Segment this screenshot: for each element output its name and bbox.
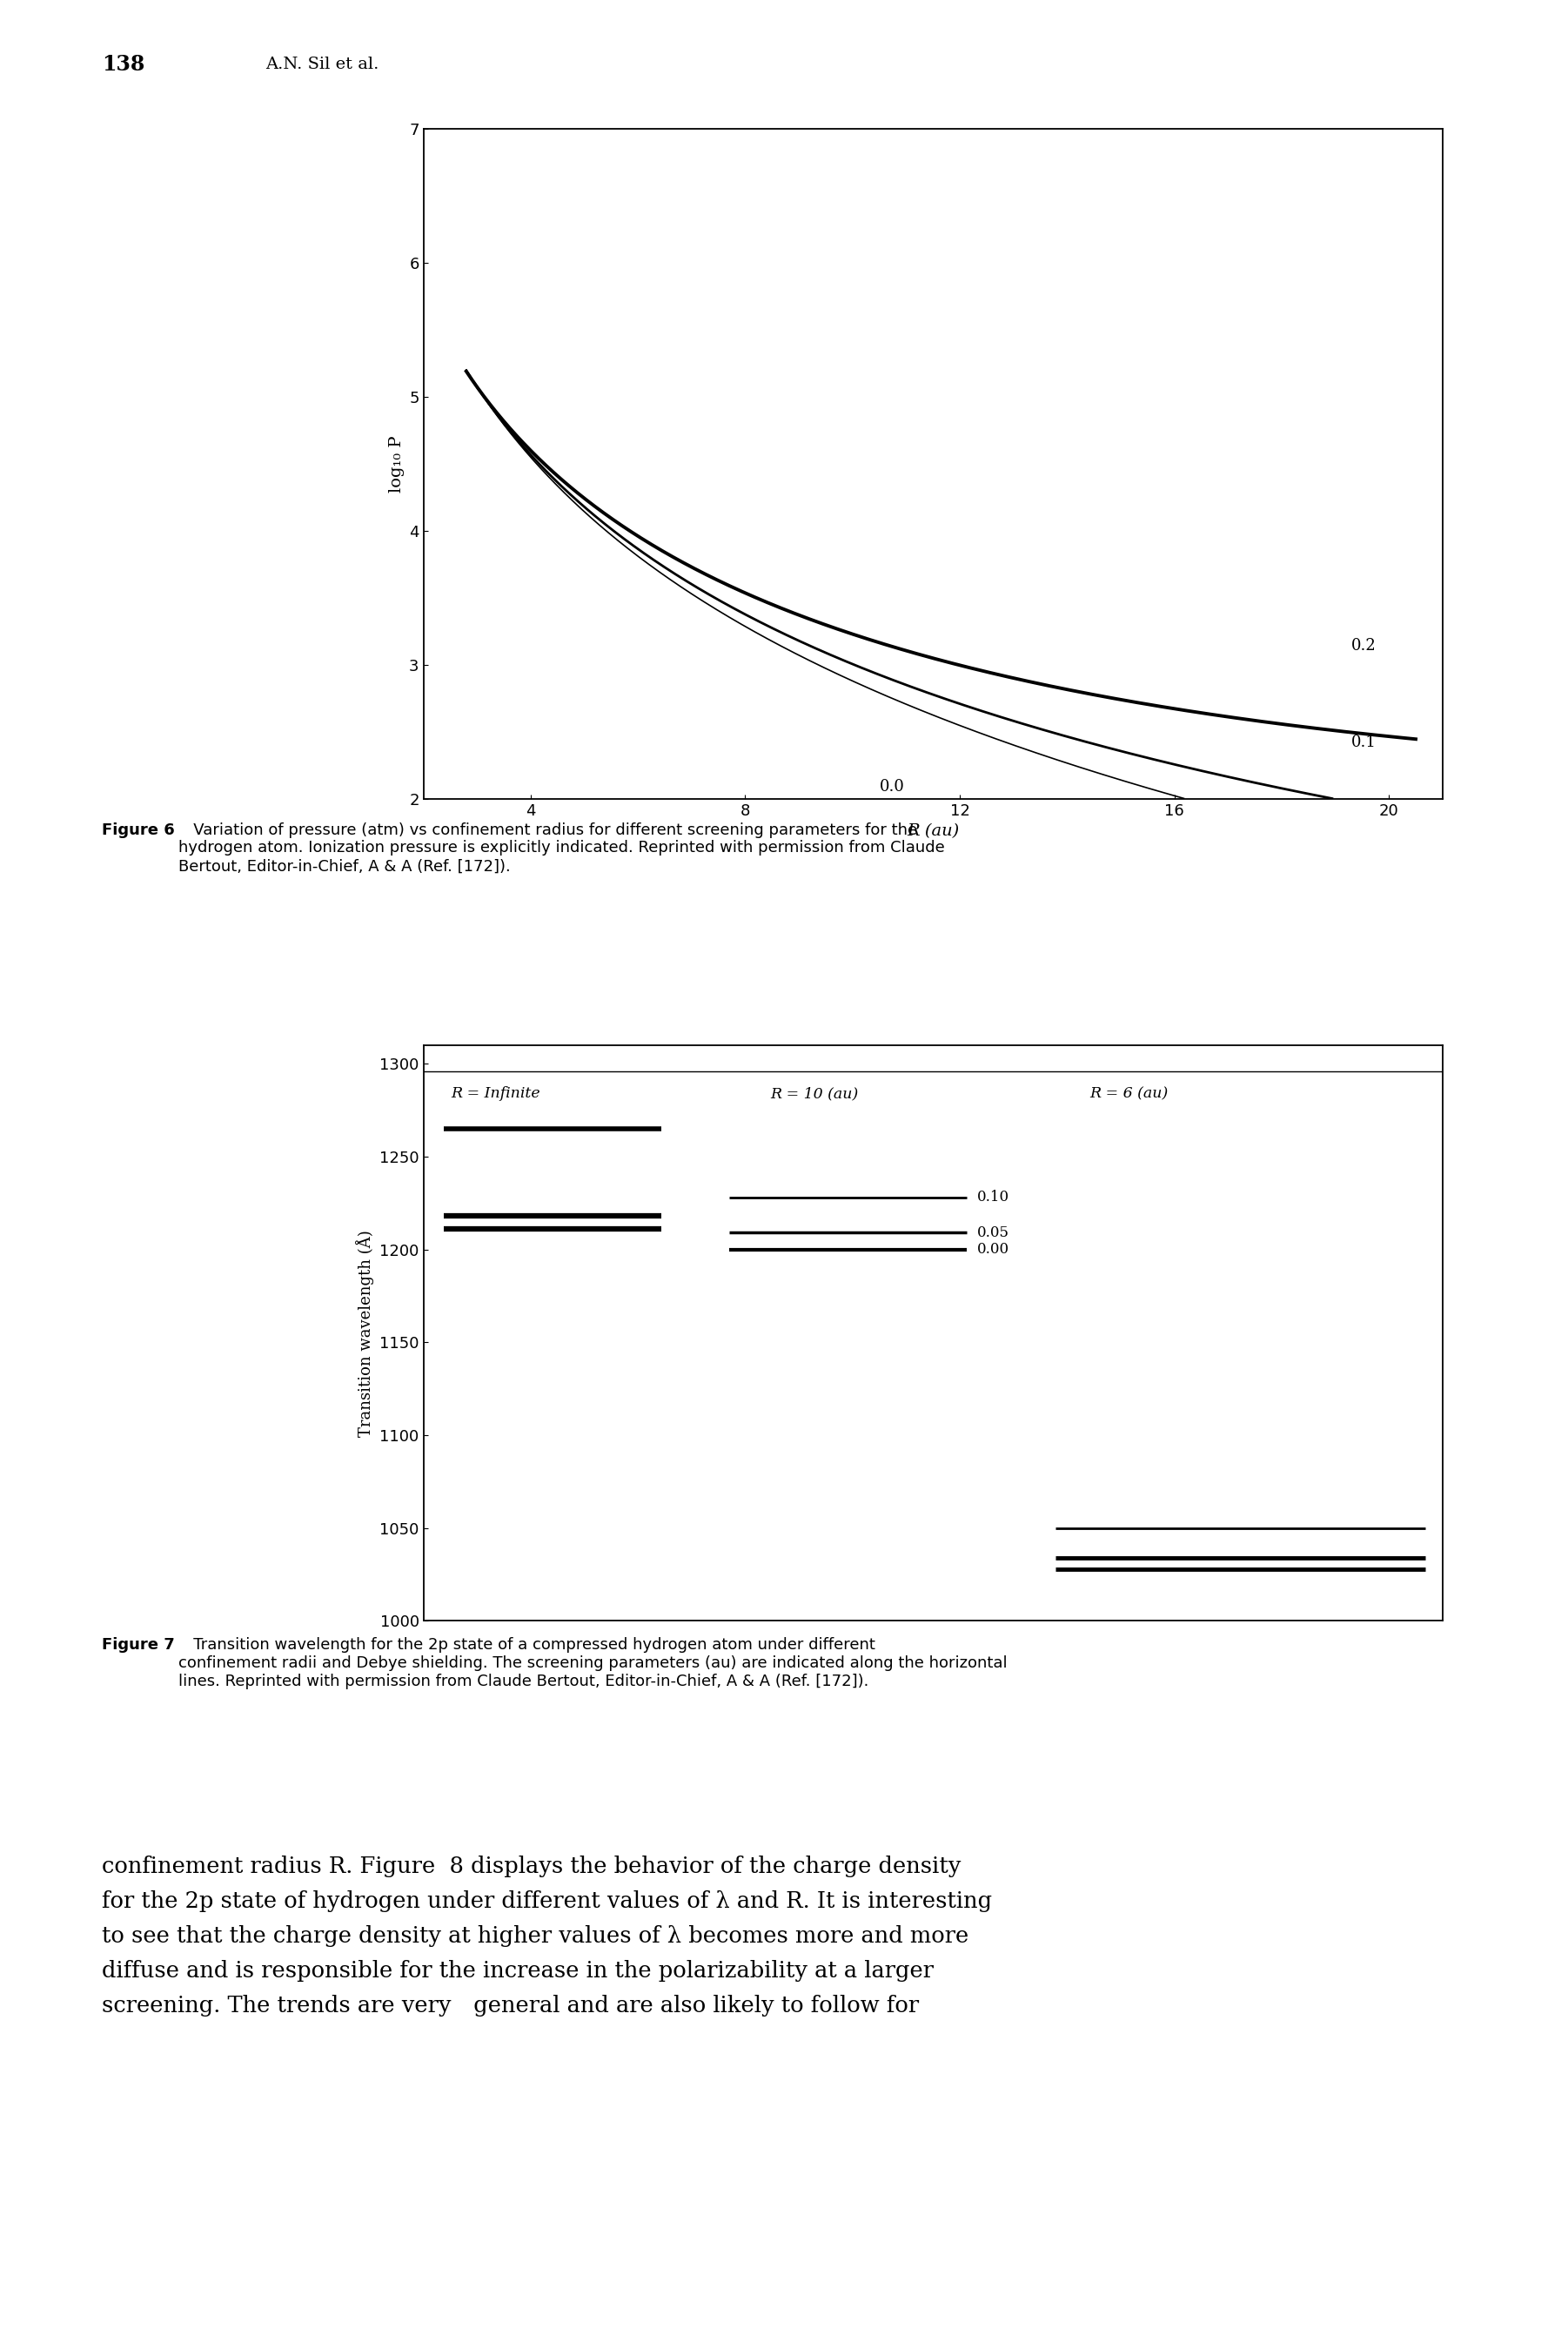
Y-axis label: Transition wavelength (Å): Transition wavelength (Å) [356,1229,375,1438]
Text: Figure 6: Figure 6 [102,822,174,839]
Text: 138: 138 [102,54,144,75]
Text: 0.2: 0.2 [1352,639,1377,653]
Text: 0.10: 0.10 [977,1191,1010,1205]
Text: confinement radius ⁠R. Figure  8 displays the behavior of the charge density
for: confinement radius ⁠R. Figure 8 displays… [102,1856,993,2018]
Text: Transition wavelength for the 2p state of a compressed hydrogen atom under diffe: Transition wavelength for the 2p state o… [179,1637,1008,1689]
Text: R = 6 (au): R = 6 (au) [1090,1085,1168,1102]
Text: Figure 7: Figure 7 [102,1637,174,1654]
Text: 0.1: 0.1 [1352,735,1377,749]
Text: R = Infinite: R = Infinite [450,1085,539,1102]
Text: A.N. Sil et al.: A.N. Sil et al. [265,56,378,73]
Y-axis label: log₁₀ P: log₁₀ P [389,435,405,493]
Text: 0.0: 0.0 [880,780,905,794]
X-axis label: R (au): R (au) [906,824,960,839]
Text: 0.05: 0.05 [977,1226,1010,1240]
Text: 0.00: 0.00 [977,1243,1010,1257]
Text: R = 10 (au): R = 10 (au) [770,1085,858,1102]
Text: Variation of pressure (atm) vs confinement radius for different screening parame: Variation of pressure (atm) vs confineme… [179,822,946,874]
